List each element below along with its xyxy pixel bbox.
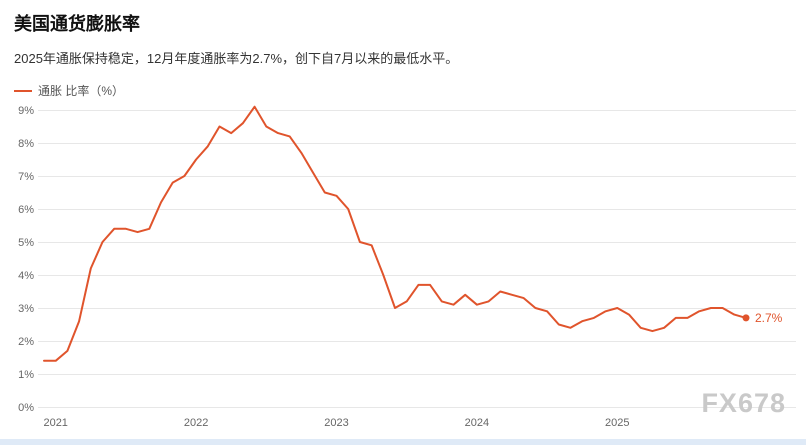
svg-text:2.7%: 2.7%: [755, 311, 783, 325]
legend-label: 通胀 比率（%）: [38, 84, 125, 98]
svg-text:6%: 6%: [18, 204, 34, 216]
svg-text:9%: 9%: [18, 105, 34, 117]
svg-text:7%: 7%: [18, 171, 34, 183]
legend: 通胀 比率（%）: [14, 82, 124, 99]
svg-text:2025: 2025: [605, 417, 629, 429]
svg-text:0%: 0%: [18, 402, 34, 414]
svg-text:5%: 5%: [18, 237, 34, 249]
watermark: FX678: [701, 388, 786, 418]
legend-line-swatch-icon: [14, 89, 32, 92]
svg-text:2024: 2024: [465, 417, 489, 429]
svg-text:4%: 4%: [18, 270, 34, 282]
page-title: 美国通货膨胀率: [14, 14, 140, 34]
svg-text:2022: 2022: [184, 417, 208, 429]
svg-text:3%: 3%: [18, 303, 34, 315]
svg-text:2021: 2021: [43, 417, 67, 429]
inflation-line-chart: 0% 1% 2% 3% 4% 5% 6% 7% 8% 9% 2021 2022 2023 2024 2025…: [18, 105, 796, 429]
svg-text:1%: 1%: [18, 369, 34, 381]
bottom-strip: [0, 439, 806, 445]
svg-text:8%: 8%: [18, 138, 34, 150]
svg-text:2%: 2%: [18, 336, 34, 348]
svg-text:2023: 2023: [324, 417, 348, 429]
subtitle: 2025年通胀保持稳定，12月年度通胀率为2.7%，创下自7月以来的最低水平。: [14, 51, 459, 66]
